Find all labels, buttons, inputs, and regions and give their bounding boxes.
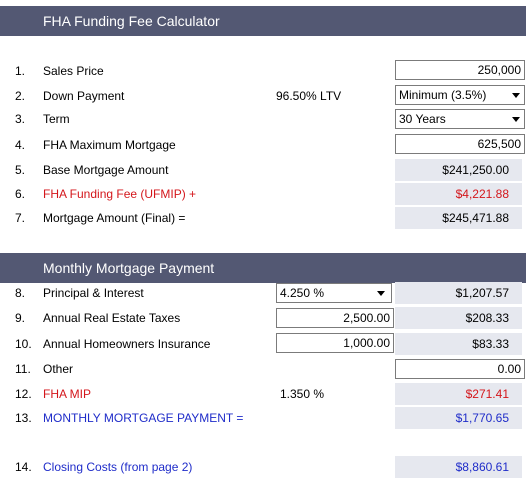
row-number: 6. (15, 187, 26, 201)
chevron-down-icon (377, 291, 385, 296)
row-number: 3. (15, 112, 26, 126)
monthly-mortgage-payment-label: MONTHLY MORTGAGE PAYMENT = (43, 411, 244, 425)
homeowners-insurance-monthly-value: $83.33 (395, 333, 522, 355)
row-number: 4. (15, 138, 26, 152)
row-number: 8. (15, 286, 26, 300)
other-label: Other (43, 362, 74, 376)
section-header-funding-fee: FHA Funding Fee Calculator (0, 6, 526, 36)
term-label: Term (43, 112, 70, 126)
section-title: Monthly Mortgage Payment (43, 260, 215, 276)
closing-costs-label: Closing Costs (from page 2) (43, 460, 193, 474)
term-select[interactable]: 30 Years (395, 109, 525, 129)
fha-mip-value: $271.41 (395, 383, 522, 405)
base-mortgage-amount-label: Base Mortgage Amount (43, 163, 169, 177)
base-mortgage-amount-value: $241,250.00 (395, 159, 522, 181)
section-header-monthly-payment: Monthly Mortgage Payment (0, 253, 526, 283)
fha-mip-rate: 1.350 % (280, 387, 325, 401)
term-select-value: 30 Years (399, 112, 446, 126)
real-estate-taxes-input[interactable]: 2,500.00 (276, 308, 394, 328)
principal-interest-value: $1,207.57 (395, 282, 522, 304)
ltv-readout: 96.50% LTV (276, 89, 342, 103)
other-input[interactable]: 0.00 (395, 359, 525, 379)
homeowners-insurance-input[interactable]: 1,000.00 (276, 333, 394, 353)
row-number: 10. (15, 337, 32, 351)
funding-fee-label: FHA Funding Fee (UFMIP) + (43, 187, 197, 201)
section-title: FHA Funding Fee Calculator (43, 13, 220, 29)
interest-rate-select[interactable]: 4.250 % (276, 283, 392, 303)
chevron-down-icon (512, 117, 520, 122)
row-number: 7. (15, 211, 26, 225)
row-number: 13. (15, 411, 32, 425)
sales-price-input[interactable]: 250,000 (395, 60, 525, 80)
row-number: 14. (15, 460, 32, 474)
real-estate-taxes-label: Annual Real Estate Taxes (43, 311, 181, 325)
row-number: 1. (15, 64, 26, 78)
row-number: 12. (15, 387, 32, 401)
fha-mip-label: FHA MIP (43, 387, 92, 401)
principal-interest-label: Principal & Interest (43, 286, 144, 300)
mortgage-amount-final-value: $245,471.88 (395, 207, 522, 229)
row-number: 2. (15, 89, 26, 103)
down-payment-label: Down Payment (43, 89, 125, 103)
row-number: 11. (15, 362, 31, 376)
closing-costs-value: $8,860.61 (395, 456, 522, 478)
monthly-mortgage-payment-value: $1,770.65 (395, 407, 522, 429)
down-payment-select[interactable]: Minimum (3.5%) (395, 85, 525, 105)
fha-maximum-mortgage-input[interactable]: 625,500 (395, 134, 525, 154)
row-number: 9. (15, 311, 26, 325)
chevron-down-icon (512, 93, 520, 98)
sales-price-label: Sales Price (43, 64, 104, 78)
funding-fee-value: $4,221.88 (395, 183, 522, 205)
mortgage-amount-final-label: Mortgage Amount (Final) = (43, 211, 186, 225)
interest-rate-select-value: 4.250 % (280, 286, 325, 300)
row-number: 5. (15, 163, 26, 177)
down-payment-select-value: Minimum (3.5%) (399, 88, 487, 102)
homeowners-insurance-label: Annual Homeowners Insurance (43, 337, 211, 351)
fha-maximum-mortgage-label: FHA Maximum Mortgage (43, 138, 176, 152)
real-estate-taxes-monthly-value: $208.33 (395, 307, 522, 329)
